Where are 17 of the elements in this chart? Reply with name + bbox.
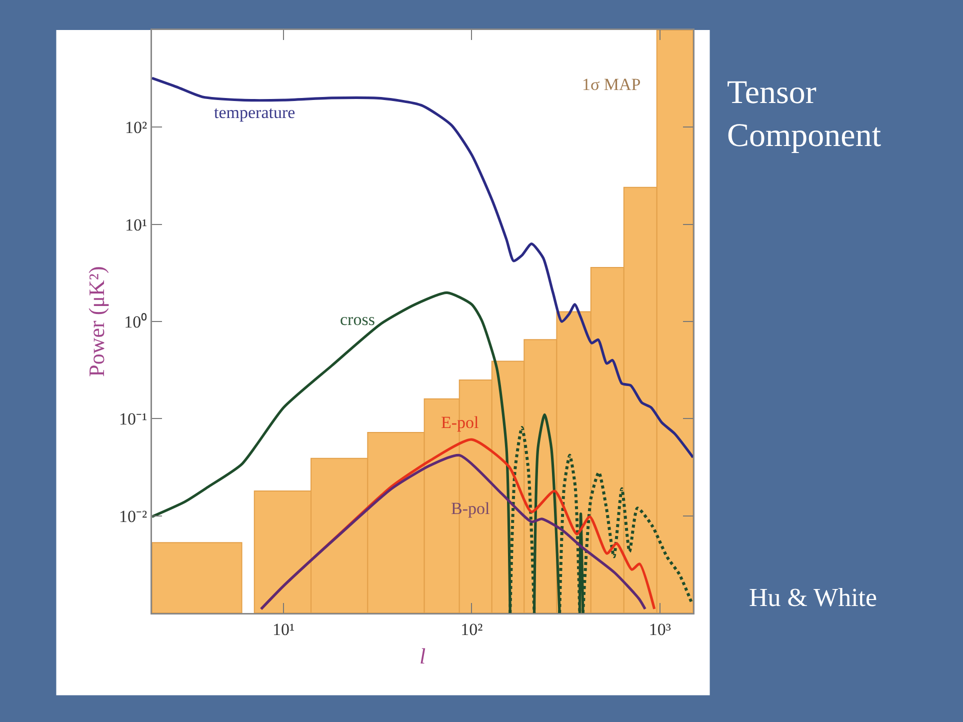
- y-tick-label: 10⁻¹: [118, 410, 148, 429]
- y-tick-label: 10¹: [124, 215, 148, 234]
- text: Tensor Component: [727, 75, 881, 154]
- x-axis-title: l: [419, 644, 426, 669]
- x-tick-label: 10³: [648, 620, 671, 639]
- y-axis-title: Power (μK²): [84, 266, 110, 377]
- text: Hu & White: [749, 583, 878, 612]
- annotation: B-pol: [451, 499, 490, 518]
- annotation: 1σ MAP: [582, 75, 641, 94]
- annotation: cross: [340, 310, 375, 329]
- x-tick-label: 10²: [460, 620, 483, 639]
- x-tick-label: 10¹: [272, 620, 295, 639]
- annotation: temperature: [214, 103, 296, 122]
- y-tick-label: 10⁻²: [118, 506, 148, 526]
- y-tick-label: 10⁰: [124, 312, 148, 332]
- annotation: E-pol: [441, 413, 480, 432]
- y-tick-label: 10²: [124, 118, 148, 138]
